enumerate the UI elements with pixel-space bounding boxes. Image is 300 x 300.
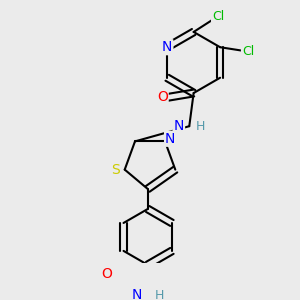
- Text: Cl: Cl: [212, 10, 224, 23]
- Text: H: H: [196, 120, 205, 133]
- Text: N: N: [174, 119, 184, 133]
- Text: O: O: [101, 268, 112, 281]
- Text: O: O: [157, 90, 168, 104]
- Text: H: H: [155, 289, 164, 300]
- Text: Cl: Cl: [242, 45, 254, 58]
- Text: S: S: [111, 163, 120, 177]
- Text: N: N: [132, 288, 142, 300]
- Text: N: N: [162, 40, 172, 54]
- Text: N: N: [165, 132, 175, 146]
